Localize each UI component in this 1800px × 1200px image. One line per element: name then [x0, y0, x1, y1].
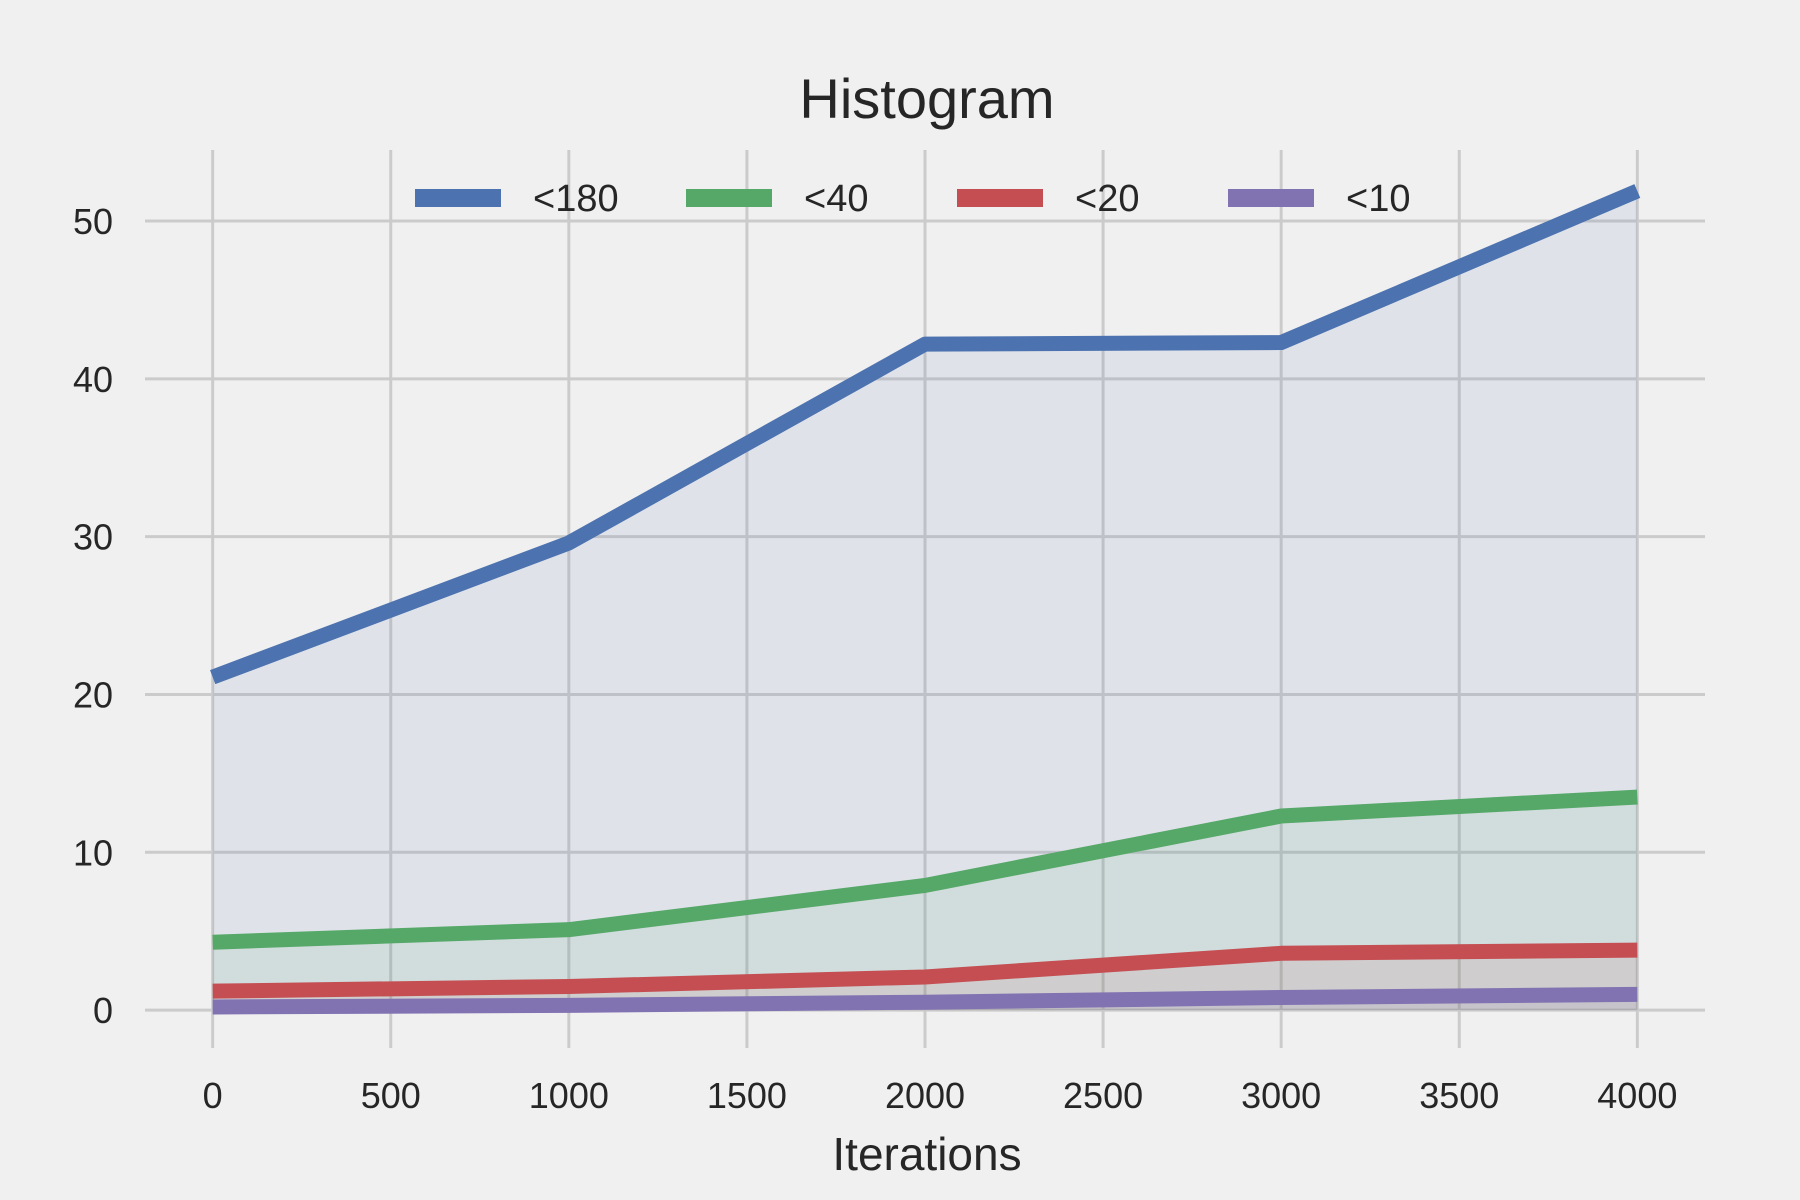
x-tick-label: 2500: [1063, 1075, 1143, 1116]
x-axis-title: Iterations: [832, 1128, 1021, 1180]
x-tick-label: 0: [203, 1075, 223, 1116]
y-tick-label: 0: [93, 990, 113, 1031]
y-tick-label: 10: [73, 832, 113, 873]
legend-label: <10: [1346, 178, 1410, 220]
y-tick-label: 40: [73, 359, 113, 400]
legend-label: <40: [804, 178, 868, 220]
grid: [145, 150, 1705, 1048]
y-tick-label: 20: [73, 674, 113, 715]
legend: <180 <40 <20 <10: [415, 178, 1410, 220]
area-fill-series: [212, 191, 1638, 1011]
y-tick-label: 50: [73, 201, 113, 242]
y-tick-label: 30: [73, 517, 113, 558]
series-line: [212, 789, 1638, 950]
legend-label: <20: [1075, 178, 1139, 220]
x-tick-label: 4000: [1597, 1075, 1677, 1116]
x-tick-label: 500: [361, 1075, 421, 1116]
chart-title: Histogram: [799, 67, 1054, 130]
series-lines: [210, 184, 1641, 1015]
x-tick-label: 3500: [1419, 1075, 1499, 1116]
series-line: [212, 986, 1638, 1015]
series-line: [210, 184, 1641, 685]
x-tick-label: 2000: [885, 1075, 965, 1116]
x-tick-label: 3000: [1241, 1075, 1321, 1116]
legend-label: <180: [533, 178, 619, 220]
series-line: [212, 942, 1638, 999]
x-tick-label: 1000: [529, 1075, 609, 1116]
x-tick-label: 1500: [707, 1075, 787, 1116]
x-axis-ticks: 0 500 1000 1500 2000 2500 3000 3500 4000: [203, 1075, 1678, 1116]
y-axis-ticks: 0 10 20 30 40 50: [73, 201, 113, 1031]
